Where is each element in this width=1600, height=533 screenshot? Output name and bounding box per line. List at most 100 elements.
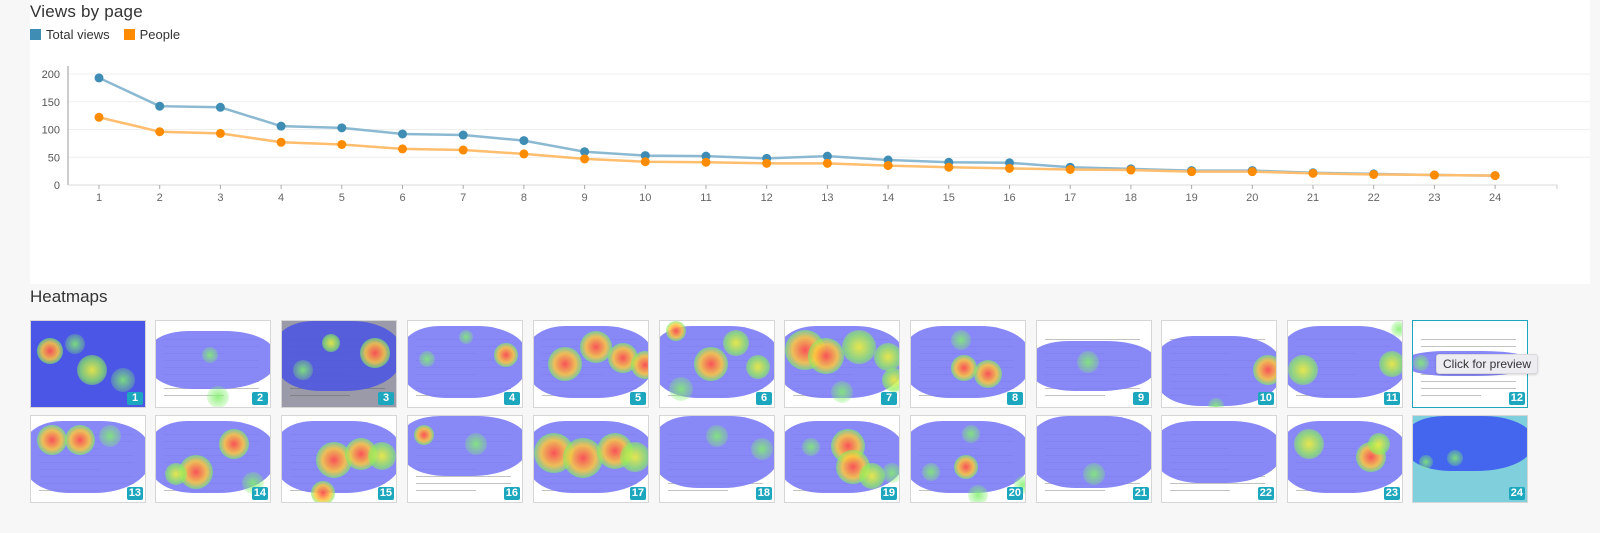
heatmap-thumbnail-page-9[interactable]: 9	[1036, 320, 1152, 408]
data-point-total-views[interactable]	[398, 129, 407, 139]
x-tick-label: 12	[761, 192, 773, 204]
x-tick-label: 13	[821, 192, 833, 204]
heatmap-thumbnail-page-4[interactable]: 4	[407, 320, 523, 408]
data-point-people[interactable]	[1065, 164, 1075, 174]
data-point-people[interactable]	[1490, 171, 1500, 181]
heatmap-page-image	[534, 321, 648, 407]
data-point-people[interactable]	[337, 139, 347, 149]
data-point-people[interactable]	[883, 161, 893, 171]
heatmap-thumbnail-page-13[interactable]: 13	[30, 415, 146, 503]
heat-spot	[705, 424, 728, 447]
data-point-people[interactable]	[762, 158, 772, 168]
heatmap-thumbnail-page-1[interactable]: 1	[30, 320, 146, 408]
data-point-people[interactable]	[944, 162, 954, 172]
heatmap-page-image	[408, 416, 522, 502]
data-point-people[interactable]	[1369, 169, 1379, 179]
x-tick-label: 21	[1307, 192, 1319, 204]
heat-spot	[99, 424, 122, 447]
heat-spot	[562, 437, 603, 478]
data-point-people[interactable]	[1187, 167, 1197, 177]
x-tick-label: 24	[1489, 192, 1501, 204]
heat-spot	[367, 441, 396, 470]
heatmap-thumbnail-page-16[interactable]: 16	[407, 415, 523, 503]
x-tick-label: 15	[943, 192, 955, 204]
heat-spot	[207, 385, 230, 407]
heatmap-thumbnail-page-18[interactable]: 18	[659, 415, 775, 503]
heatmap-page-image	[1037, 416, 1151, 502]
data-point-people[interactable]	[1126, 165, 1136, 175]
heatmap-thumbnail-page-11[interactable]: 11	[1287, 320, 1403, 408]
heatmap-thumbnail-page-5[interactable]: 5	[533, 320, 649, 408]
data-point-total-views[interactable]	[215, 102, 225, 112]
heat-spot	[459, 329, 474, 344]
data-point-people[interactable]	[215, 128, 225, 138]
x-tick-label: 7	[460, 192, 466, 204]
heat-spot	[802, 437, 821, 456]
heat-spot	[1447, 450, 1464, 467]
heatmap-thumbnail-page-14[interactable]: 14	[155, 415, 271, 503]
data-point-people[interactable]	[1429, 170, 1439, 180]
heat-spot	[669, 376, 694, 401]
data-point-people[interactable]	[580, 154, 590, 164]
heat-spot	[1367, 433, 1390, 456]
heatmap-thumbnail-page-20[interactable]: 20	[910, 415, 1026, 503]
page-number-badge: 3	[378, 392, 394, 405]
heatmap-thumbnail-page-19[interactable]: 19	[784, 415, 900, 503]
heat-spot	[321, 333, 340, 352]
heatmap-page-image	[1288, 321, 1402, 407]
heatmap-thumbnail-page-3[interactable]: 3	[281, 320, 397, 408]
data-point-people[interactable]	[94, 112, 104, 122]
heatmap-thumbnail-page-23[interactable]: 23	[1287, 415, 1403, 503]
x-tick-label: 5	[339, 192, 345, 204]
page-number-badge: 5	[630, 392, 646, 405]
heat-spot	[419, 351, 436, 368]
legend-people[interactable]: People	[123, 27, 181, 42]
data-point-people[interactable]	[640, 157, 650, 167]
heatmap-thumbnail-page-17[interactable]: 17	[533, 415, 649, 503]
chart-title: Views by page	[30, 2, 143, 21]
page-number-badge: 7	[881, 392, 897, 405]
heatmap-thumbnail-page-21[interactable]: 21	[1036, 415, 1152, 503]
data-point-total-views[interactable]	[822, 151, 832, 161]
heatmap-thumbnail-page-15[interactable]: 15	[281, 415, 397, 503]
heat-spot	[881, 463, 899, 484]
data-point-total-views[interactable]	[458, 130, 468, 140]
data-point-people[interactable]	[1247, 167, 1257, 177]
data-point-people[interactable]	[519, 149, 529, 159]
heat-spot	[1413, 355, 1429, 372]
data-point-people[interactable]	[1308, 168, 1318, 178]
legend-total-views[interactable]: Total views	[30, 27, 110, 42]
data-point-total-views[interactable]	[519, 136, 529, 146]
heatmap-thumbnail-page-6[interactable]: 6	[659, 320, 775, 408]
data-point-total-views[interactable]	[337, 123, 347, 133]
data-point-people[interactable]	[701, 157, 711, 167]
heatmap-page-image	[534, 416, 648, 502]
heatmap-thumbnail-page-2[interactable]: 2	[155, 320, 271, 408]
data-point-total-views[interactable]	[276, 121, 286, 131]
heat-spot	[962, 424, 981, 443]
heatmap-thumbnail-page-10[interactable]: 10	[1161, 320, 1277, 408]
heatmap-page-image	[1162, 321, 1276, 407]
data-point-people[interactable]	[1005, 163, 1014, 173]
heat-spot	[65, 333, 86, 354]
data-point-people[interactable]	[398, 144, 407, 154]
x-tick-label: 23	[1428, 192, 1440, 204]
data-point-people[interactable]	[822, 158, 832, 168]
heatmap-thumbnail-page-22[interactable]: 22	[1161, 415, 1277, 503]
data-point-total-views[interactable]	[580, 147, 590, 157]
legend-label: People	[139, 27, 181, 42]
data-point-people[interactable]	[276, 137, 286, 147]
heat-spot	[881, 368, 899, 393]
heat-spot	[694, 346, 729, 381]
heatmap-thumbnail-page-24[interactable]: 24	[1412, 415, 1528, 503]
data-point-total-views[interactable]	[155, 101, 165, 111]
heatmap-thumbnail-page-7[interactable]: 7	[784, 320, 900, 408]
heatmap-page-image	[1413, 416, 1527, 502]
heatmap-page-image	[408, 321, 522, 407]
heatmap-page-image	[1288, 416, 1402, 502]
heatmap-thumbnail-page-8[interactable]: 8	[910, 320, 1026, 408]
data-point-people[interactable]	[458, 145, 468, 155]
data-point-total-views[interactable]	[94, 73, 104, 83]
data-point-people[interactable]	[155, 127, 165, 137]
heat-spot	[579, 331, 612, 364]
